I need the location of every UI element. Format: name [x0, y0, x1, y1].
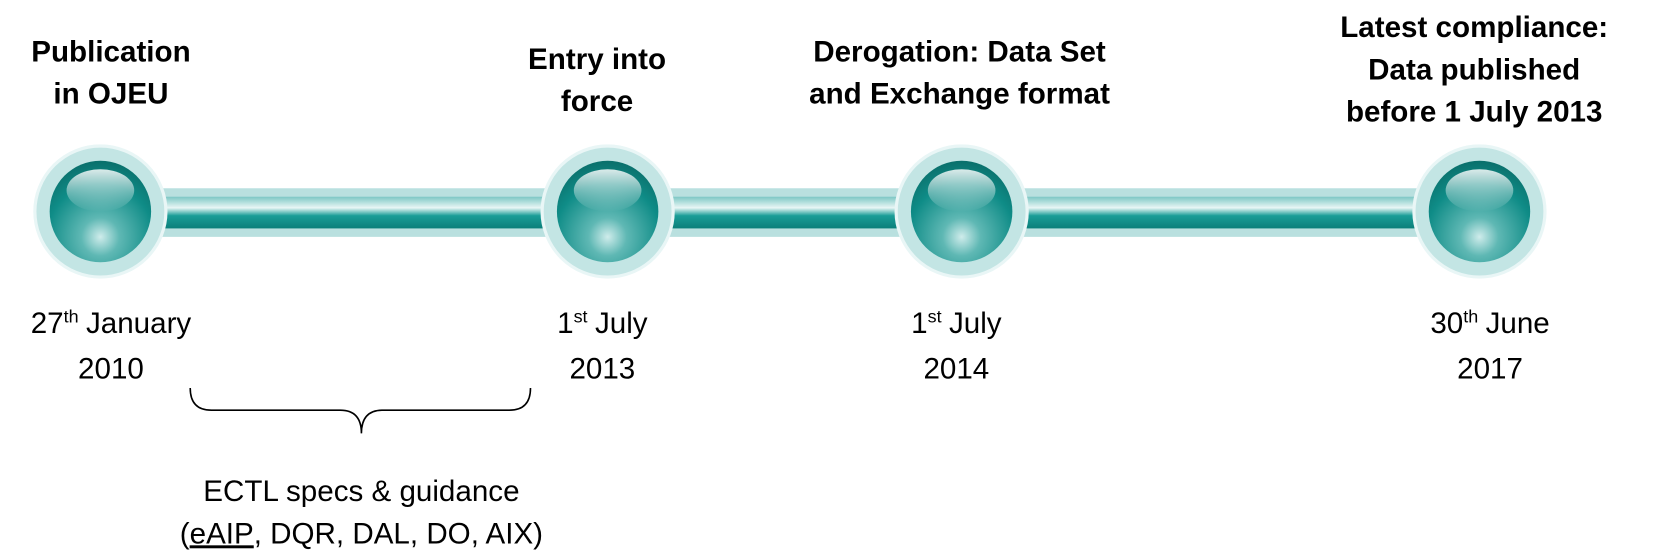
date-day: 27: [31, 307, 64, 340]
node-shine: [66, 169, 135, 212]
milestone-title: Derogation: Data Set: [813, 35, 1106, 68]
milestone-title: Publication: [31, 35, 190, 68]
date-ordinal: st: [574, 306, 588, 326]
node: [1412, 144, 1547, 279]
node: [33, 144, 168, 279]
date-month: July: [595, 307, 648, 340]
milestone-year: 2010: [78, 352, 144, 385]
milestone-year: 2014: [923, 352, 989, 385]
node: [894, 144, 1029, 279]
milestone-date: 30th June: [1430, 306, 1549, 340]
node-shine: [1445, 169, 1514, 212]
note-link: eAIP: [190, 517, 254, 550]
milestone-title: and Exchange format: [809, 78, 1110, 111]
milestone-year: 2013: [569, 352, 635, 385]
note-line: ECTL specs & guidance: [203, 475, 519, 508]
node: [540, 144, 675, 279]
brace: [189, 387, 532, 434]
milestone-title: force: [561, 85, 633, 118]
date-day: 30: [1430, 307, 1463, 340]
node-shine: [927, 169, 996, 212]
date-month: January: [86, 307, 191, 340]
milestone-title: before 1 July 2013: [1346, 96, 1602, 129]
node-shine: [573, 169, 642, 212]
milestone-date: 1st July: [557, 306, 648, 340]
milestone-date: 27th January: [31, 306, 192, 340]
date-month: July: [949, 307, 1002, 340]
milestone-title: Data published: [1368, 53, 1580, 86]
note-rest: , DQR, DAL, DO, AIX): [254, 517, 543, 550]
date-ordinal: th: [64, 306, 79, 326]
date-ordinal: st: [928, 306, 942, 326]
milestone-title: Entry into: [528, 43, 666, 76]
note-open: (: [180, 517, 190, 550]
date-day: 1: [557, 307, 573, 340]
milestone-date: 1st July: [911, 306, 1002, 340]
milestone-title: in OJEU: [53, 78, 168, 111]
note-line: (eAIP, DQR, DAL, DO, AIX): [180, 517, 543, 550]
date-ordinal: th: [1463, 306, 1478, 326]
milestone-year: 2017: [1457, 352, 1523, 385]
milestone-title: Latest compliance:: [1340, 11, 1608, 44]
date-month: June: [1486, 307, 1550, 340]
date-day: 1: [911, 307, 927, 340]
bar-inner: [100, 196, 1480, 229]
